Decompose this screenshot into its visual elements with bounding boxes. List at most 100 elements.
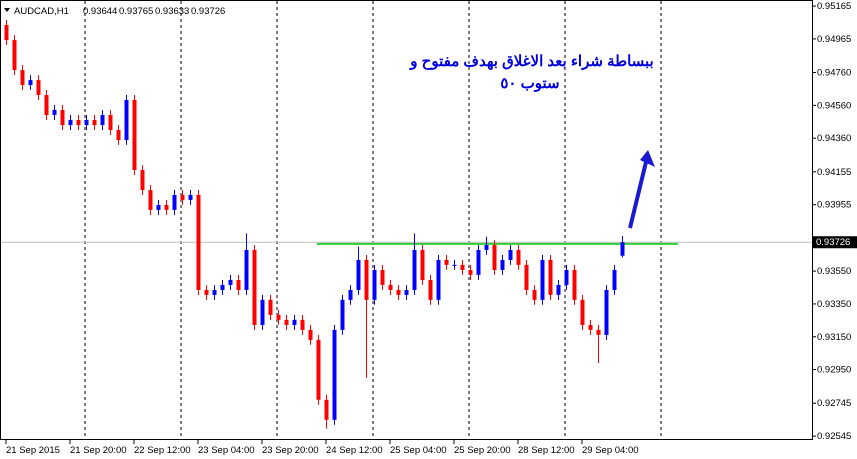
- candle-body: [388, 284, 393, 290]
- candle-body: [276, 314, 281, 320]
- candle-body: [412, 249, 417, 290]
- candle-body: [436, 259, 441, 300]
- y-tick-label: 0.94155: [817, 167, 851, 178]
- annotation-line: ستوب ٥٠: [500, 75, 559, 92]
- candle-body: [268, 299, 273, 315]
- y-tick-label: 0.92745: [817, 398, 851, 409]
- x-tick-label: 24 Sep 12:00: [326, 445, 383, 456]
- x-tick-label: 23 Sep 20:00: [262, 445, 319, 456]
- candle-body: [508, 249, 513, 260]
- candle-body: [564, 269, 569, 285]
- candle-body: [52, 109, 57, 116]
- candle-body: [396, 289, 401, 295]
- y-tick-label: 0.94560: [817, 100, 851, 111]
- candle-body: [28, 80, 33, 86]
- candle-body: [524, 264, 529, 290]
- candle-body: [460, 264, 465, 270]
- candle-body: [196, 194, 201, 290]
- candle-body: [60, 109, 65, 126]
- candle-body: [68, 119, 73, 126]
- candle-body: [44, 95, 49, 116]
- arrow-head: [640, 150, 655, 167]
- arrow-shaft: [628, 161, 648, 229]
- candle-body: [532, 289, 537, 300]
- candle-body: [428, 279, 433, 300]
- candle-body: [476, 249, 481, 275]
- candle-body: [292, 319, 297, 325]
- candle-body: [108, 115, 113, 130]
- candle-body: [332, 329, 337, 420]
- y-tick-label: 0.94360: [817, 133, 851, 144]
- candle-body: [204, 289, 209, 295]
- symbol-label: AUDCAD,H1: [14, 6, 69, 17]
- candle-body: [452, 264, 457, 266]
- candle-body: [620, 242, 625, 256]
- candle-body: [156, 204, 161, 210]
- x-tick-label: 21 Sep 20:00: [70, 445, 127, 456]
- candle-body: [84, 119, 89, 126]
- candle-body: [324, 399, 329, 420]
- y-tick-label: 0.95165: [817, 1, 851, 12]
- arrow: [628, 150, 655, 229]
- candle-body: [172, 194, 177, 210]
- candle-body: [420, 249, 425, 280]
- candle-body: [356, 259, 361, 290]
- candle-body: [580, 299, 585, 325]
- candle-body: [116, 129, 121, 140]
- candle-body: [444, 259, 449, 265]
- candle-body: [212, 289, 217, 295]
- menu-triangle: [4, 8, 10, 12]
- candle-body: [20, 70, 25, 86]
- price-tag: [813, 236, 857, 249]
- x-tick-label: 23 Sep 04:00: [198, 445, 255, 456]
- y-tick-label: 0.93550: [817, 266, 851, 277]
- candle-body: [124, 99, 129, 140]
- candle-body: [484, 245, 489, 250]
- x-tick-label: 25 Sep 20:00: [454, 445, 511, 456]
- candle-body: [548, 259, 553, 295]
- candle-body: [588, 324, 593, 330]
- y-tick-label: 0.92545: [817, 431, 851, 442]
- candle-body: [132, 99, 137, 171]
- candle-body: [340, 299, 345, 330]
- y-tick-label: 0.94965: [817, 34, 851, 45]
- plot-frame: [0, 0, 813, 440]
- candle-body: [364, 259, 369, 300]
- day-separators: [84, 1, 662, 439]
- y-tick-label: 0.93955: [817, 200, 851, 211]
- y-tick-label: 0.93150: [817, 332, 851, 343]
- candle-body: [140, 170, 145, 191]
- candle-body: [260, 299, 265, 325]
- header-high: 0.93765: [119, 6, 153, 17]
- candle-body: [100, 115, 105, 126]
- price-tag-label: 0.93726: [816, 237, 850, 248]
- header-open: 0.93644: [83, 6, 117, 17]
- y-tick-label: 0.93350: [817, 299, 851, 310]
- candle-body: [284, 319, 289, 325]
- candle-body: [308, 329, 313, 340]
- candle-body: [220, 284, 225, 290]
- y-tick-label: 0.92950: [817, 365, 851, 376]
- candle-body: [148, 190, 153, 210]
- candle-body: [500, 259, 505, 270]
- header-low: 0.93633: [155, 6, 189, 17]
- candle-body: [252, 249, 257, 325]
- candle-body: [612, 269, 617, 290]
- candle-body: [572, 269, 577, 300]
- x-tick-label: 25 Sep 04:00: [390, 445, 447, 456]
- x-tick-label: 28 Sep 12:00: [518, 445, 575, 456]
- candle-body: [236, 279, 241, 290]
- candle-body: [596, 329, 601, 335]
- candle-body: [76, 119, 81, 126]
- x-tick-label: 29 Sep 04:00: [582, 445, 639, 456]
- candle-body: [188, 194, 193, 200]
- candle-body: [540, 259, 545, 300]
- header-close: 0.93726: [191, 6, 225, 17]
- candle-body: [516, 249, 521, 265]
- candle-body: [244, 249, 249, 290]
- candle-body: [4, 24, 9, 41]
- candle-body: [556, 284, 561, 295]
- candle-body: [468, 269, 473, 275]
